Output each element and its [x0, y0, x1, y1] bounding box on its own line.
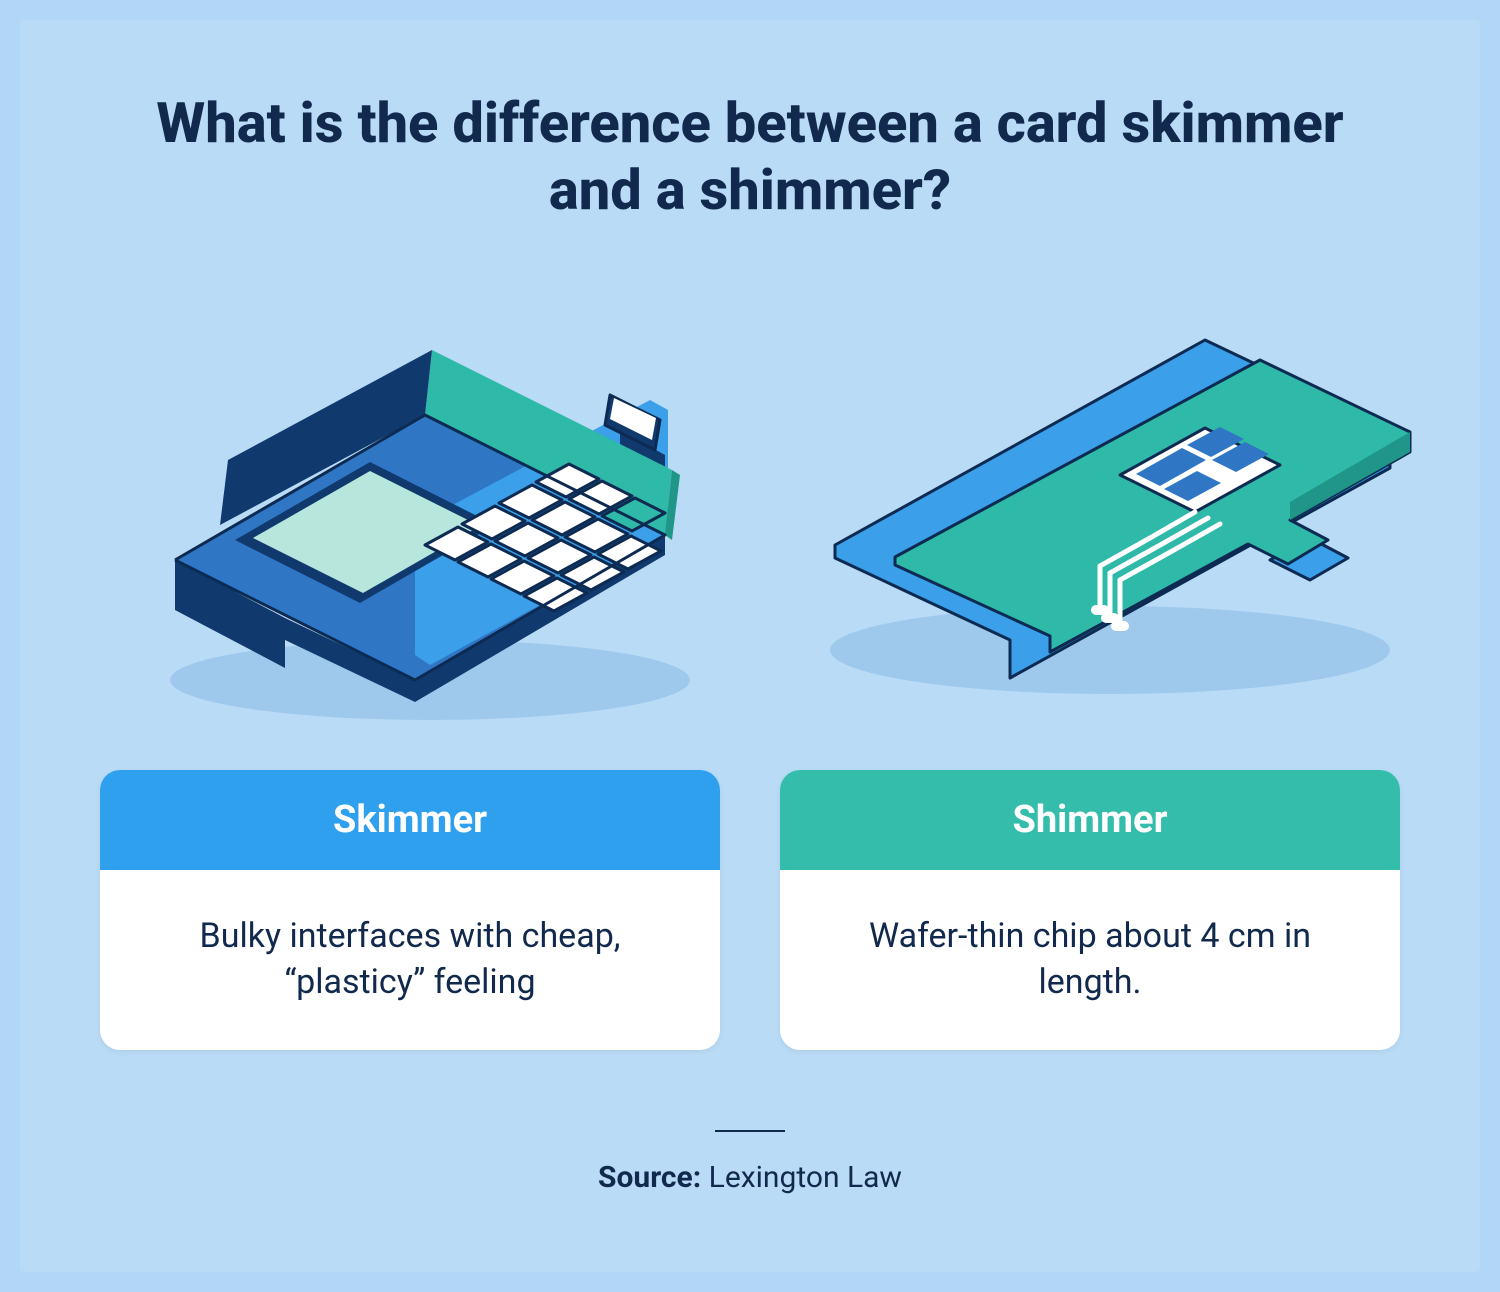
- page-title: What is the difference between a card sk…: [0, 90, 1500, 224]
- skimmer-card-header: Skimmer: [100, 770, 720, 870]
- shimmer-card-header: Shimmer: [780, 770, 1400, 870]
- source-label: Source:: [598, 1160, 701, 1195]
- skimmer-device-icon: [60, 310, 760, 730]
- illustration-row: [60, 310, 1440, 710]
- shimmer-chip-icon: [750, 310, 1450, 730]
- shimmer-card: Shimmer Wafer-thin chip about 4 cm in le…: [780, 770, 1400, 1050]
- footer-divider: [715, 1130, 785, 1132]
- cards-row: Skimmer Bulky interfaces with cheap, “pl…: [100, 770, 1400, 1050]
- source-line: Source: Lexington Law: [0, 1160, 1500, 1195]
- skimmer-card-body: Bulky interfaces with cheap, “plasticy” …: [100, 870, 720, 1050]
- source-value: Lexington Law: [709, 1160, 902, 1195]
- shimmer-card-body: Wafer-thin chip about 4 cm in length.: [780, 870, 1400, 1050]
- footer: Source: Lexington Law: [0, 1130, 1500, 1195]
- infographic-canvas: What is the difference between a card sk…: [0, 0, 1500, 1292]
- skimmer-illustration: [60, 310, 750, 710]
- skimmer-card: Skimmer Bulky interfaces with cheap, “pl…: [100, 770, 720, 1050]
- shimmer-illustration: [750, 310, 1440, 710]
